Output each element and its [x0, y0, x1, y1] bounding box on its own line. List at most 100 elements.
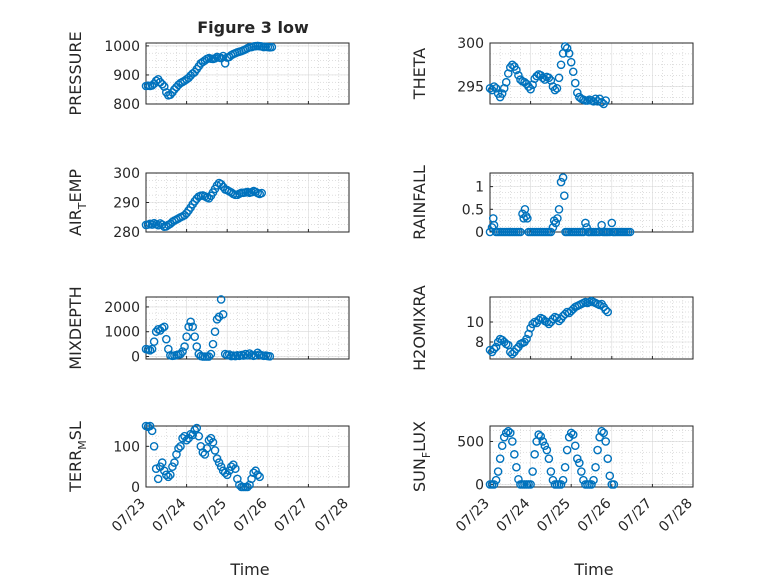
- y-tick-label: 800: [113, 97, 140, 113]
- data-point: [503, 426, 513, 436]
- x-axis-label-left: Time: [229, 560, 269, 579]
- data-point: [489, 344, 499, 354]
- y-axis-label: H2OMIXRA: [410, 285, 429, 371]
- y-axis-label: RAINFALL: [410, 165, 429, 240]
- data-point: [208, 437, 218, 447]
- data-point: [560, 462, 570, 472]
- data-point: [161, 334, 171, 344]
- data-point: [577, 467, 586, 476]
- data-point: [190, 332, 200, 341]
- y-tick-label: 900: [113, 68, 140, 84]
- data-point: [572, 454, 582, 463]
- y-tick-label: 8: [475, 335, 484, 351]
- data-point: [151, 327, 161, 337]
- data-point: [485, 227, 495, 237]
- x-tick-label: 07/24: [494, 495, 534, 535]
- data-point: [216, 53, 226, 63]
- x-tick-label: 07/25: [190, 496, 230, 536]
- y-tick-label: 1000: [104, 325, 140, 341]
- y-tick-label: 10: [466, 315, 484, 331]
- data-point: [597, 426, 606, 436]
- data-point: [249, 468, 258, 478]
- data-point: [485, 84, 495, 93]
- data-point: [552, 84, 562, 93]
- data-point: [166, 470, 175, 480]
- data-point: [519, 214, 528, 223]
- data-point: [267, 42, 277, 52]
- data-point: [157, 79, 167, 89]
- data-point: [149, 442, 159, 451]
- data-point: [538, 437, 548, 446]
- y-tick-label: 0: [131, 480, 140, 496]
- data-point: [182, 435, 191, 445]
- data-point: [514, 70, 523, 80]
- data-point: [609, 480, 619, 489]
- data-point: [178, 347, 187, 356]
- x-tick-label: 07/23: [109, 496, 149, 536]
- x-tick-label: 07/27: [615, 496, 655, 536]
- data-point: [591, 462, 600, 472]
- data-point: [157, 458, 167, 467]
- data-point: [206, 349, 216, 359]
- data-point: [145, 421, 155, 431]
- y-axis-label: PRESSURE: [66, 31, 85, 115]
- y-tick-label: 100: [113, 439, 140, 455]
- data-point: [528, 319, 537, 329]
- data-point: [589, 475, 598, 485]
- data-point: [554, 73, 564, 83]
- data-point: [625, 227, 635, 237]
- y-axis-label: AIRTEMP: [66, 169, 89, 236]
- data-point: [255, 472, 264, 482]
- data-point: [166, 90, 175, 100]
- y-tick-label: 290: [113, 196, 140, 212]
- data-point: [192, 423, 202, 433]
- data-point: [546, 227, 556, 237]
- data-point: [194, 431, 204, 441]
- plot-area: [489, 172, 694, 233]
- data-point: [251, 350, 260, 360]
- data-point: [214, 458, 224, 467]
- subplot-h2omixra: 8 10 H2OMIXRA: [410, 285, 694, 371]
- data-point: [153, 474, 163, 484]
- data-point: [601, 305, 611, 315]
- data-point: [560, 42, 570, 51]
- data-point: [192, 342, 202, 351]
- data-point: [556, 60, 566, 70]
- y-axis-label: THETA: [410, 48, 429, 100]
- data-point: [536, 432, 546, 441]
- data-point: [231, 464, 240, 474]
- data-point: [526, 480, 535, 489]
- data-point: [168, 462, 177, 471]
- data-point: [556, 177, 566, 187]
- x-tick-label: 07/23: [453, 496, 493, 536]
- data-point: [572, 88, 582, 97]
- data-point: [558, 173, 568, 182]
- data-point: [508, 60, 517, 70]
- data-point: [505, 428, 515, 438]
- data-point: [603, 307, 613, 317]
- data-point: [570, 441, 580, 451]
- data-point: [176, 442, 185, 451]
- data-point: [554, 205, 564, 214]
- subplot-pressure: 800 900 1000 PRESSURE: [66, 31, 350, 116]
- y-axis-label: TERRMSL: [66, 421, 89, 493]
- data-point: [501, 428, 511, 438]
- subplot-air-temp: 280 290 300 AIRTEMP: [66, 166, 350, 241]
- data-point: [510, 450, 519, 459]
- data-point: [542, 445, 552, 455]
- data-point: [534, 315, 544, 325]
- data-point: [188, 322, 197, 332]
- data-point: [512, 65, 521, 75]
- data-point: [566, 428, 576, 438]
- data-point: [568, 430, 578, 439]
- data-point: [204, 435, 214, 445]
- data-point: [499, 432, 509, 442]
- data-point: [601, 96, 611, 105]
- data-point: [528, 467, 537, 476]
- data-point: [497, 441, 507, 451]
- data-point: [216, 462, 226, 471]
- data-point: [566, 57, 576, 67]
- data-point: [157, 220, 167, 229]
